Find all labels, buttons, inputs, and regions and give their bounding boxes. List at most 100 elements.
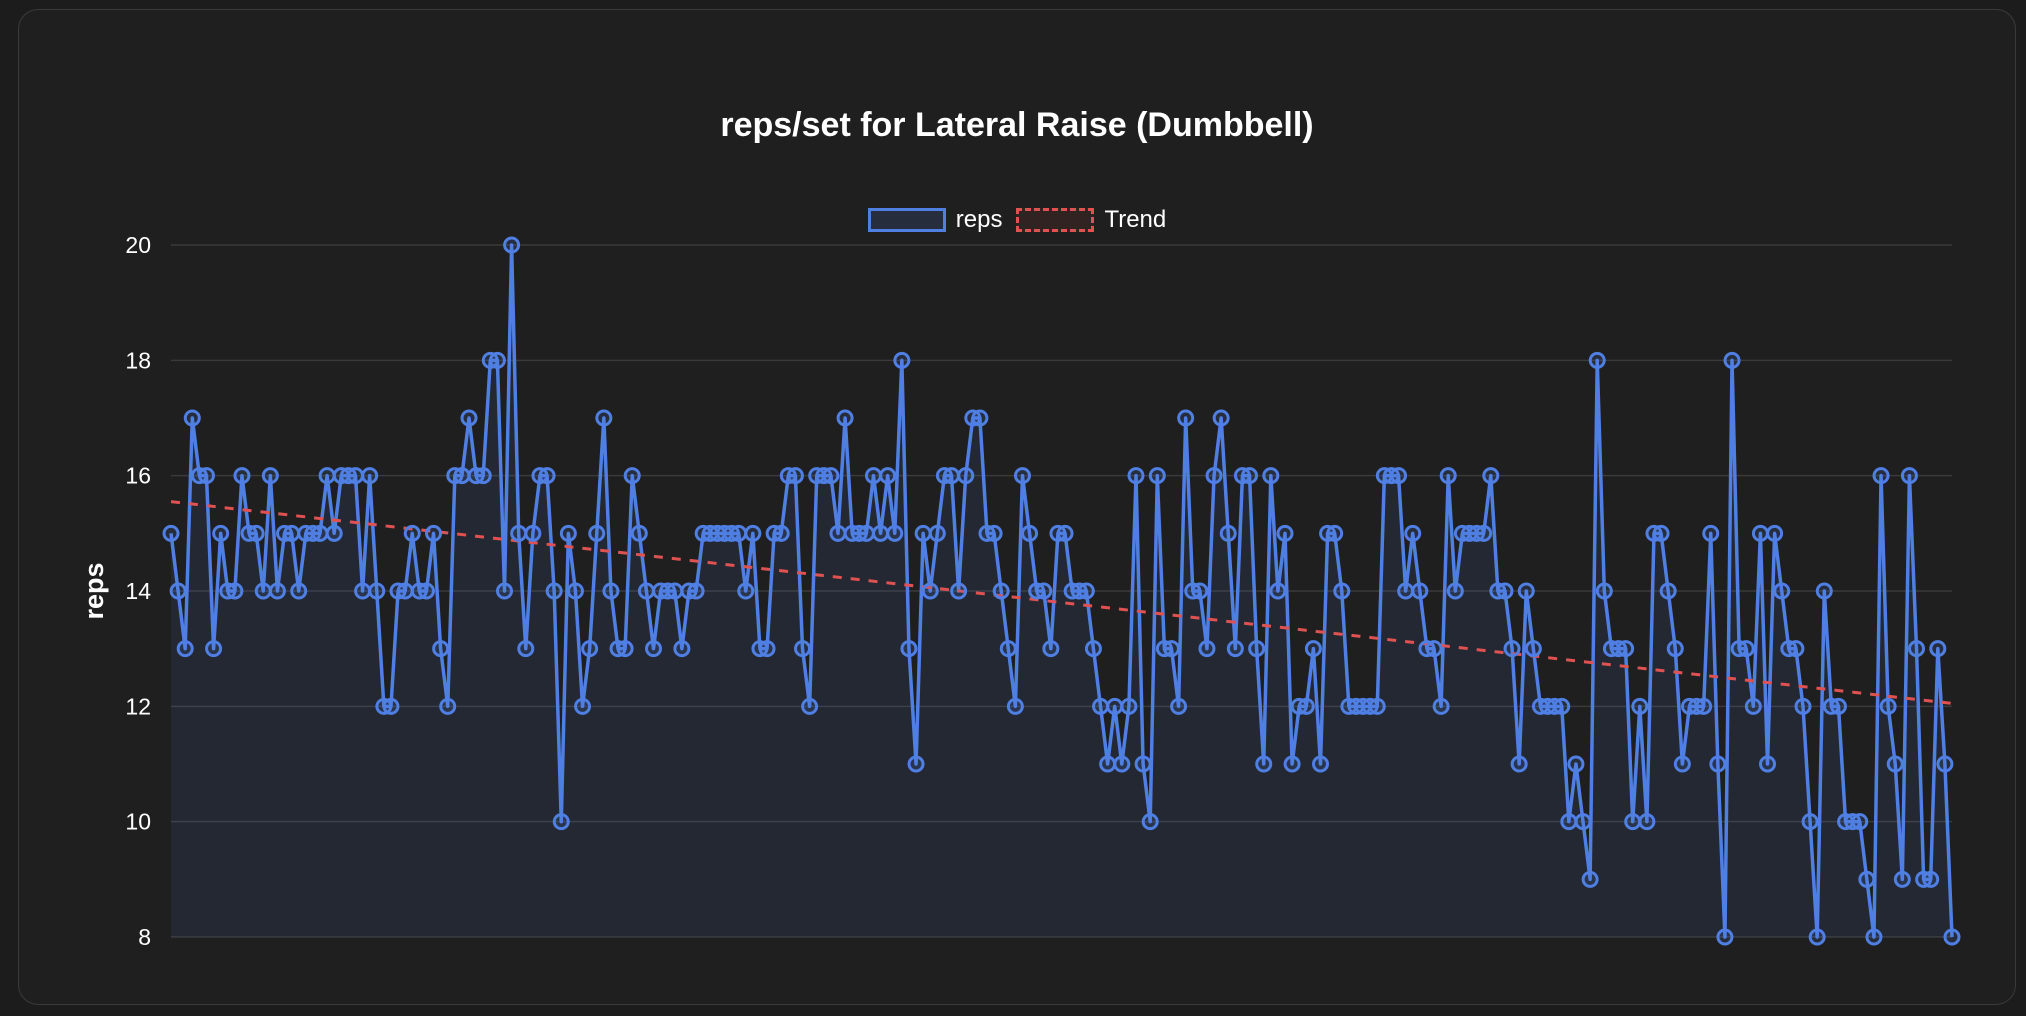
data-point: [1567, 755, 1585, 773]
data-point: [1773, 582, 1791, 600]
data-point: [971, 409, 989, 427]
data-point: [829, 524, 847, 542]
data-point: [205, 640, 223, 658]
data-point: [1510, 755, 1528, 773]
series-area-reps: [171, 245, 1952, 937]
data-point: [1035, 582, 1053, 600]
data-point: [254, 582, 272, 600]
data-point: [836, 409, 854, 427]
y-axis-label: reps: [79, 562, 109, 619]
data-point: [261, 467, 279, 485]
data-point: [1390, 467, 1408, 485]
legend-item-trend[interactable]: Trend: [1016, 206, 1166, 234]
data-point: [268, 582, 286, 600]
data-point: [538, 467, 556, 485]
data-point: [999, 640, 1017, 658]
y-tick-label: 14: [125, 578, 151, 604]
data-point: [758, 640, 776, 658]
data-point: [1695, 697, 1713, 715]
data-point: [1936, 755, 1954, 773]
legend-item-reps[interactable]: reps: [867, 206, 1003, 234]
legend: reps Trend: [19, 206, 2015, 234]
legend-swatch-reps: [867, 208, 946, 232]
data-point: [233, 467, 251, 485]
data-point: [1723, 351, 1741, 369]
data-point: [1517, 582, 1535, 600]
data-point: [574, 697, 592, 715]
data-point: [1858, 870, 1876, 888]
data-point: [1709, 755, 1727, 773]
data-point: [1482, 467, 1500, 485]
data-point: [1759, 755, 1777, 773]
data-point: [1815, 582, 1833, 600]
data-point: [1574, 813, 1592, 831]
data-point: [1475, 524, 1493, 542]
data-point: [1751, 524, 1769, 542]
data-point: [637, 582, 655, 600]
data-point: [169, 582, 187, 600]
data-point: [1368, 697, 1386, 715]
data-point: [1333, 582, 1351, 600]
data-point: [1766, 524, 1784, 542]
data-point: [1744, 697, 1762, 715]
data-point: [950, 582, 968, 600]
data-point: [914, 524, 932, 542]
data-point: [247, 524, 265, 542]
data-point: [1084, 640, 1102, 658]
data-point: [1311, 755, 1329, 773]
data-point: [439, 697, 457, 715]
data-point: [1162, 640, 1180, 658]
data-point: [1077, 582, 1095, 600]
data-point: [872, 524, 890, 542]
data-point: [1829, 697, 1847, 715]
data-point: [1808, 928, 1826, 946]
data-point: [1397, 582, 1415, 600]
data-point: [1092, 697, 1110, 715]
data-point: [1013, 467, 1031, 485]
data-point: [1581, 870, 1599, 888]
data-point: [1177, 409, 1195, 427]
data-point: [1255, 755, 1273, 773]
data-point: [1021, 524, 1039, 542]
data-point: [588, 524, 606, 542]
data-point: [1113, 755, 1131, 773]
data-point: [503, 236, 521, 254]
data-point: [1737, 640, 1755, 658]
data-point: [1787, 640, 1805, 658]
data-point: [957, 467, 975, 485]
data-point: [1794, 697, 1812, 715]
data-point: [1865, 928, 1883, 946]
data-point: [226, 582, 244, 600]
data-point: [1056, 524, 1074, 542]
data-point: [1304, 640, 1322, 658]
legend-label-reps: reps: [955, 206, 1003, 233]
data-point: [1624, 813, 1642, 831]
legend-swatch-trend: [1016, 208, 1095, 232]
data-point: [197, 467, 215, 485]
data-point: [283, 524, 301, 542]
y-tick-label: 16: [125, 463, 151, 489]
data-point: [744, 524, 762, 542]
data-point: [453, 467, 471, 485]
data-point: [432, 640, 450, 658]
y-tick-label: 20: [125, 232, 151, 258]
data-point: [1588, 351, 1606, 369]
data-point: [517, 640, 535, 658]
data-point: [1929, 640, 1947, 658]
data-point: [772, 524, 790, 542]
data-point: [1439, 467, 1457, 485]
data-point: [566, 582, 584, 600]
data-point: [1262, 467, 1280, 485]
data-point: [361, 467, 379, 485]
data-point: [1219, 524, 1237, 542]
data-point: [623, 467, 641, 485]
data-point: [673, 640, 691, 658]
data-point: [616, 640, 634, 658]
data-point: [1226, 640, 1244, 658]
data-point: [545, 582, 563, 600]
data-point: [943, 467, 961, 485]
y-tick-label: 12: [125, 693, 151, 719]
data-point: [474, 467, 492, 485]
data-point: [1127, 467, 1145, 485]
data-point: [900, 640, 918, 658]
